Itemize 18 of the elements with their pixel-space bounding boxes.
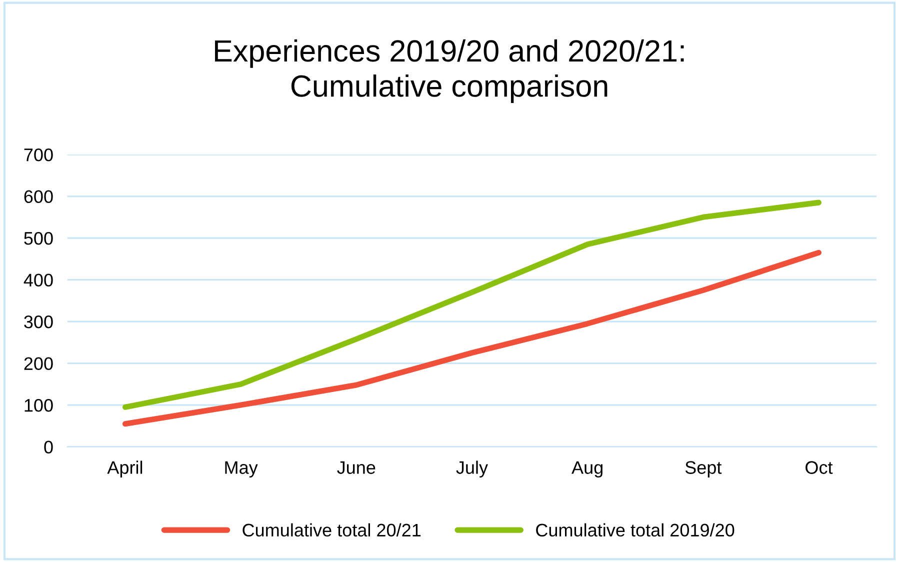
y-tick-label: 400 bbox=[24, 274, 53, 287]
legend-label: Cumulative total 2019/20 bbox=[536, 523, 734, 537]
y-tick-label: 200 bbox=[24, 357, 53, 370]
x-tick-label: May bbox=[225, 461, 258, 478]
y-tick-label: 100 bbox=[24, 398, 53, 412]
x-tick-label: Sept bbox=[685, 461, 722, 478]
y-tick-label: 300 bbox=[24, 315, 53, 328]
legend-label: Cumulative total 20/21 bbox=[242, 523, 421, 537]
x-tick-label: Oct bbox=[806, 461, 833, 474]
x-tick-label: July bbox=[456, 460, 488, 478]
y-tick-label: 700 bbox=[24, 148, 53, 162]
x-tick-label: June bbox=[337, 461, 376, 474]
x-tick-label: April bbox=[107, 460, 142, 478]
y-tick-label: 600 bbox=[24, 190, 53, 204]
chart-title: Experiences 2019/20 and 2020/21: Cumulative comparison bbox=[215, 39, 684, 103]
x-tick-label: Aug bbox=[572, 461, 602, 478]
y-tick-label: 500 bbox=[24, 232, 53, 245]
y-tick-label: 0 bbox=[44, 440, 53, 454]
